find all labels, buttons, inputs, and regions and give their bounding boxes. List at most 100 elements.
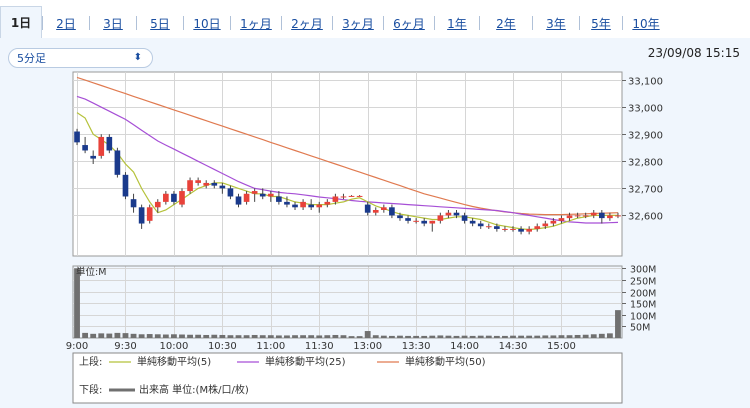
volume-bar: [243, 335, 250, 338]
price-tick-label: 32,900: [628, 131, 663, 142]
tab-separator: [479, 16, 480, 30]
tab-0[interactable]: 1日: [0, 6, 42, 39]
candle: [389, 207, 395, 216]
volume-bar: [590, 334, 597, 338]
volume-bar: [397, 335, 403, 338]
tab-8[interactable]: 6ヶ月: [393, 16, 425, 31]
candle: [518, 228, 524, 232]
tab-5[interactable]: 1ヶ月: [240, 16, 272, 31]
volume-bar: [615, 310, 621, 338]
volume-bar: [219, 334, 226, 338]
candle: [74, 131, 80, 143]
volume-bar: [574, 334, 581, 338]
volume-bar: [364, 331, 371, 338]
x-tick-label: 9:30: [114, 341, 136, 352]
volume-bar: [348, 336, 355, 338]
candle: [477, 223, 484, 227]
candle: [405, 218, 411, 221]
tab-separator: [434, 16, 435, 30]
legend-upper-label: 上段:: [79, 355, 102, 368]
volume-bar: [461, 335, 468, 338]
volume-bar: [284, 335, 290, 338]
candle: [364, 204, 371, 213]
legend-ma50-label: 単純移動平均(50): [405, 355, 486, 368]
volume-bar: [187, 334, 193, 338]
volume-bar: [146, 334, 153, 338]
candle: [316, 204, 323, 208]
x-tick-label: 11:30: [305, 341, 334, 352]
volume-bar: [98, 333, 105, 338]
candle: [251, 191, 258, 194]
tab-10[interactable]: 2年: [496, 16, 516, 31]
candle: [82, 145, 88, 151]
tab-2[interactable]: 3日: [103, 16, 123, 31]
tab-4[interactable]: 10日: [193, 16, 221, 31]
volume-tick-label: 100M: [630, 312, 656, 323]
tab-1[interactable]: 2日: [56, 16, 76, 31]
volume-bar: [195, 334, 202, 338]
volume-bar: [114, 332, 121, 338]
candle: [372, 210, 379, 213]
volume-bar: [90, 333, 97, 338]
tab-6[interactable]: 2ヶ月: [291, 16, 323, 31]
candle: [179, 191, 185, 205]
volume-bar: [267, 335, 274, 338]
volume-bar: [171, 334, 177, 338]
tab-13[interactable]: 10年: [632, 16, 660, 31]
volume-bar: [413, 335, 420, 338]
x-tick-label: 15:00: [547, 341, 576, 352]
volume-bar: [259, 335, 266, 338]
legend-ma5-label: 単純移動平均(5): [137, 355, 211, 368]
candle: [276, 196, 282, 202]
candle: [235, 196, 242, 205]
candle: [469, 220, 476, 224]
volume-bar: [154, 334, 161, 338]
volume-bar: [485, 335, 492, 338]
price-tick-label: 32,600: [628, 212, 663, 223]
x-tick-label: 13:30: [402, 341, 431, 352]
volume-bar: [372, 335, 379, 338]
volume-bar: [388, 335, 395, 338]
candle: [292, 204, 298, 208]
volume-bar: [130, 333, 137, 338]
volume-tick-label: 300M: [630, 265, 656, 276]
volume-bar: [356, 336, 363, 338]
candle: [138, 207, 145, 224]
tab-3[interactable]: 5日: [150, 16, 170, 31]
volume-bar: [380, 335, 387, 338]
candle: [356, 195, 363, 197]
ma50-line: [76, 76, 619, 216]
interval-select[interactable]: 5分足 ⬍: [8, 48, 153, 68]
candle: [494, 226, 500, 229]
candle: [195, 180, 201, 183]
candle: [203, 182, 210, 186]
candle: [381, 207, 387, 210]
tab-separator: [532, 16, 533, 30]
candle: [211, 182, 218, 186]
volume-bar: [211, 334, 218, 338]
tab-12[interactable]: 5年: [591, 16, 611, 31]
candle: [607, 215, 613, 219]
tab-separator: [332, 16, 333, 30]
legend-box: [72, 352, 623, 404]
volume-bar: [235, 335, 242, 338]
price-tick-label: 33,100: [628, 77, 663, 88]
candle: [267, 193, 274, 197]
chart-panel: 5分足 ⬍ 23/09/08 15:15 33,100 33,000 32,900 3…: [0, 38, 750, 408]
candle: [348, 195, 355, 197]
volume-bar: [316, 335, 323, 338]
tab-separator: [579, 16, 580, 30]
candle: [453, 212, 460, 216]
candle: [566, 215, 573, 219]
tab-9[interactable]: 1年: [447, 16, 467, 31]
tab-separator: [136, 16, 137, 30]
candle: [445, 212, 452, 216]
tab-11[interactable]: 3年: [546, 16, 566, 31]
x-tick-label: 11:00: [256, 341, 285, 352]
tab-7[interactable]: 3ヶ月: [342, 16, 374, 31]
price-tick-label: 33,000: [628, 104, 663, 115]
candle: [461, 215, 468, 221]
volume-tick-label: 150M: [630, 300, 656, 311]
candle: [332, 196, 339, 202]
volume-bar: [502, 335, 508, 338]
